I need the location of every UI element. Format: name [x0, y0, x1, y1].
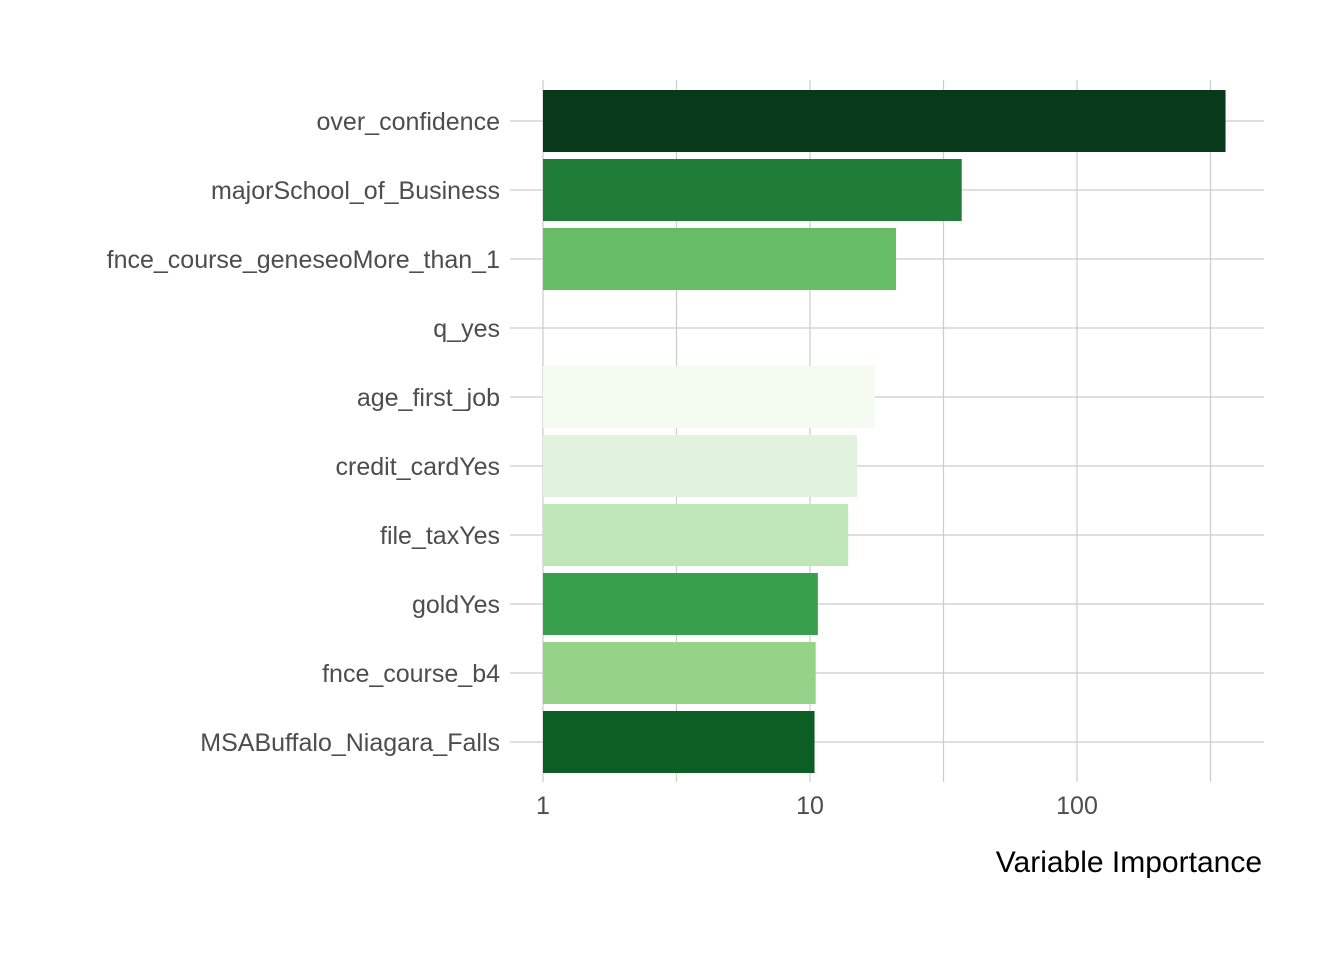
category-label: goldYes: [412, 591, 500, 619]
bar-goldYes: [543, 573, 818, 635]
x-tick-label: 10: [796, 792, 824, 820]
category-label: file_taxYes: [380, 522, 500, 550]
bar-credit_cardYes: [543, 435, 858, 497]
bar-fnce_course_geneseoMore_than_1: [543, 228, 897, 290]
bar-file_taxYes: [543, 504, 849, 566]
bar-MSABuffalo_Niagara_Falls: [543, 711, 815, 773]
tick-label-layer: 1 10 100: [536, 792, 1098, 820]
category-label: majorSchool_of_Business: [211, 177, 500, 205]
category-label: MSABuffalo_Niagara_Falls: [200, 729, 500, 757]
bar-layer: [543, 90, 1226, 773]
category-label: fnce_course_b4: [322, 660, 500, 688]
x-axis-title: Variable Importance: [996, 846, 1262, 879]
x-tick-label: 100: [1056, 792, 1098, 820]
bar-age_first_job: [543, 366, 875, 428]
bar-over_confidence: [543, 90, 1226, 152]
category-label-layer: over_confidence majorSchool_of_Businessfn…: [107, 108, 500, 757]
category-label: age_first_job: [357, 384, 500, 412]
x-tick-label: 1: [536, 792, 550, 820]
bar-fnce_course_b4: [543, 642, 816, 704]
category-label: fnce_course_geneseoMore_than_1: [107, 246, 500, 274]
category-label: over_confidence: [317, 108, 500, 136]
bar-majorSchool_of_Business: [543, 159, 962, 221]
category-label: credit_cardYes: [336, 453, 500, 481]
category-label: q_yes: [433, 315, 500, 343]
